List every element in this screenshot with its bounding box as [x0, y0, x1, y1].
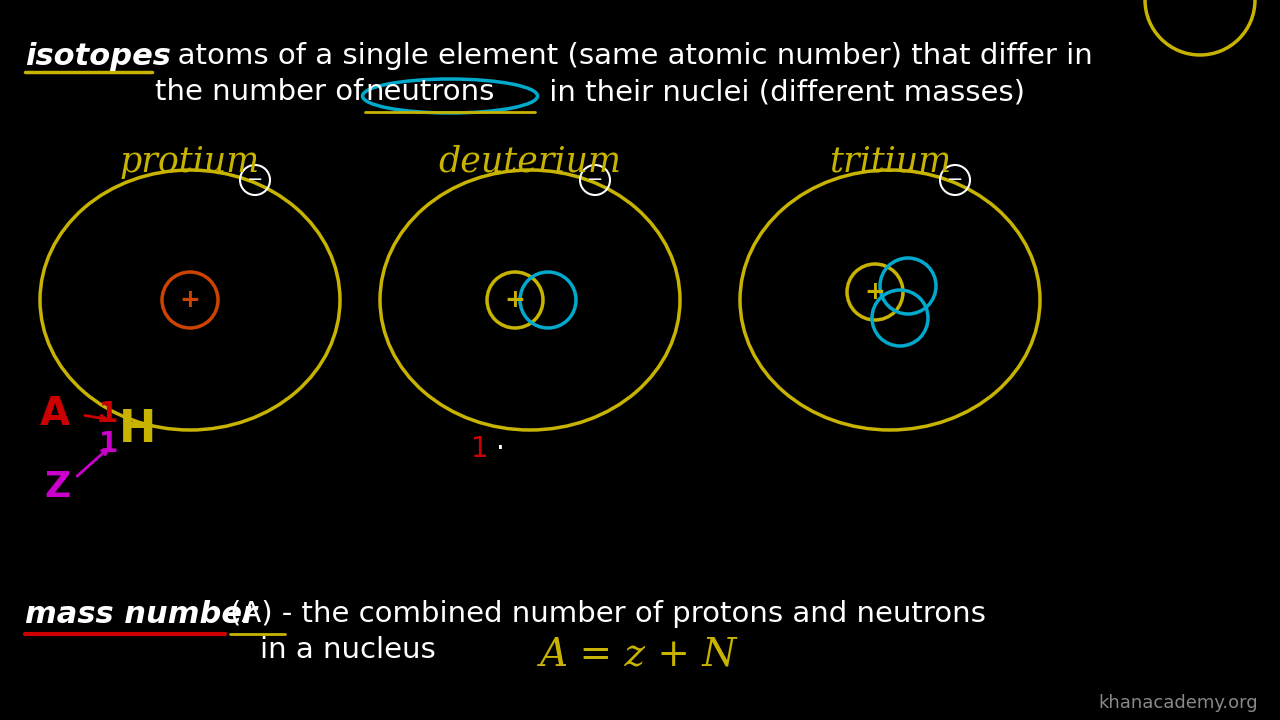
Text: 1: 1 — [99, 400, 118, 428]
Text: −: − — [247, 171, 264, 189]
Text: deuterium: deuterium — [439, 145, 622, 179]
Text: +: + — [864, 280, 886, 304]
Text: +: + — [179, 288, 201, 312]
Text: in a nucleus: in a nucleus — [260, 636, 435, 664]
Text: Z: Z — [45, 470, 72, 504]
Text: A = z + N: A = z + N — [540, 636, 737, 673]
Text: the number of: the number of — [155, 78, 372, 106]
Text: −: − — [586, 171, 603, 189]
Text: - atoms of a single element (same atomic number) that differ in: - atoms of a single element (same atomic… — [157, 42, 1093, 70]
Text: .: . — [495, 427, 504, 455]
Text: −: − — [947, 171, 963, 189]
Text: neutrons: neutrons — [365, 78, 494, 106]
Text: 1: 1 — [471, 435, 489, 463]
Text: mass number: mass number — [26, 600, 257, 629]
Text: H: H — [119, 408, 156, 451]
Text: 1: 1 — [99, 430, 118, 458]
Text: A: A — [40, 395, 70, 433]
Text: tritium: tritium — [829, 145, 951, 179]
Text: +: + — [504, 288, 525, 312]
Text: (A) - the combined number of protons and neutrons: (A) - the combined number of protons and… — [230, 600, 986, 628]
Text: khanacademy.org: khanacademy.org — [1098, 694, 1258, 712]
Text: isotopes: isotopes — [26, 42, 170, 71]
Text: in their nuclei (different masses): in their nuclei (different masses) — [540, 78, 1025, 106]
Text: protium: protium — [120, 145, 260, 179]
